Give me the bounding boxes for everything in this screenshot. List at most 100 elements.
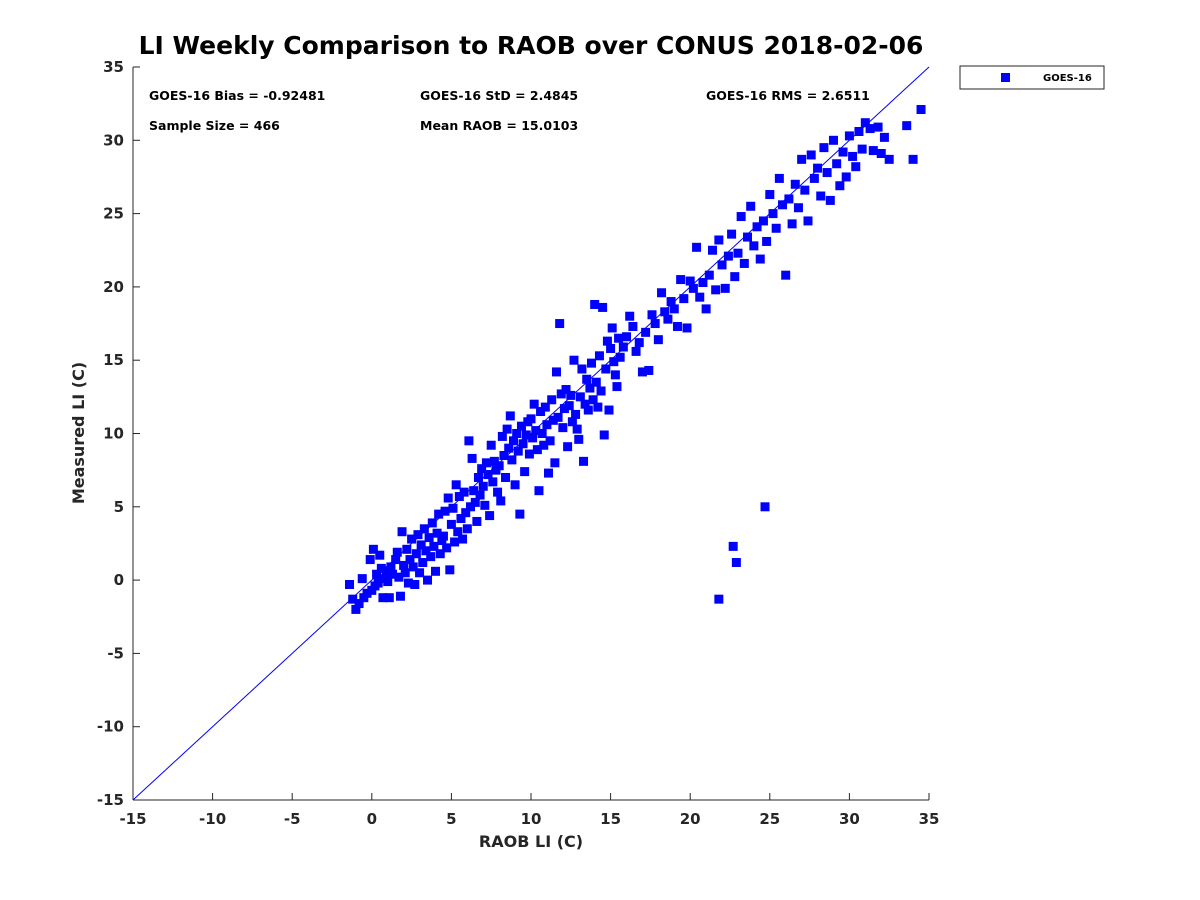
data-point <box>637 367 647 377</box>
data-point <box>464 436 474 446</box>
data-point <box>730 272 740 282</box>
data-point <box>583 405 593 415</box>
data-point <box>553 412 563 422</box>
data-point <box>518 439 528 449</box>
data-point <box>797 154 807 164</box>
x-tick-label: 0 <box>367 810 377 828</box>
data-point <box>790 179 800 189</box>
data-point <box>733 248 743 258</box>
data-point <box>774 173 784 183</box>
data-point <box>510 480 520 490</box>
data-point <box>411 549 421 559</box>
data-point <box>577 364 587 374</box>
data-point <box>876 148 886 158</box>
data-point <box>507 455 517 465</box>
data-point <box>547 395 557 405</box>
data-point <box>473 472 483 482</box>
y-axis-label: Measured LI (C) <box>69 362 88 504</box>
data-point <box>838 147 848 157</box>
data-point <box>902 121 912 131</box>
data-point <box>641 327 651 337</box>
data-point <box>469 486 479 496</box>
data-point <box>803 216 813 226</box>
data-point <box>628 321 638 331</box>
data-point <box>537 429 547 438</box>
data-point <box>529 399 539 409</box>
legend-label-goes16: GOES-16 <box>1043 73 1092 84</box>
data-point <box>381 566 391 576</box>
data-point <box>426 552 436 562</box>
data-point <box>453 527 463 537</box>
data-point <box>771 223 781 233</box>
data-point <box>612 382 622 392</box>
data-point <box>372 569 382 579</box>
data-point <box>440 506 450 516</box>
data-point <box>466 502 476 512</box>
data-point <box>682 323 692 333</box>
x-axis-ticks: -15 -10 -5 0 5 10 15 20 25 30 35 <box>119 793 939 828</box>
y-tick-label: -5 <box>107 644 124 662</box>
data-point <box>854 127 864 137</box>
data-point <box>564 401 574 411</box>
data-point <box>458 534 468 544</box>
data-point <box>598 302 608 312</box>
data-point <box>410 579 420 589</box>
data-point <box>607 323 617 333</box>
data-point <box>434 509 444 519</box>
data-point <box>784 194 794 204</box>
data-point <box>429 541 439 551</box>
data-point <box>413 530 423 540</box>
x-tick-label: -15 <box>119 810 146 828</box>
data-point <box>588 395 598 405</box>
data-point <box>873 122 883 132</box>
data-point <box>481 458 491 468</box>
data-point <box>868 146 878 156</box>
stats-annotations: GOES-16 Bias = -0.92481 GOES-16 StD = 2.… <box>149 88 870 133</box>
data-point <box>526 414 536 424</box>
data-point <box>446 519 456 529</box>
x-tick-label: 25 <box>759 810 780 828</box>
data-point <box>408 562 418 572</box>
data-point <box>644 365 654 375</box>
data-point <box>531 426 541 436</box>
chart-title: LI Weekly Comparison to RAOB over CONUS … <box>139 31 924 60</box>
data-point <box>391 555 401 565</box>
x-tick-label: 20 <box>680 810 701 828</box>
data-point <box>685 276 695 286</box>
data-point <box>403 578 413 588</box>
data-point <box>461 508 471 518</box>
data-point <box>704 270 714 280</box>
data-point <box>728 541 738 551</box>
data-point <box>478 481 488 491</box>
data-point <box>663 314 673 324</box>
data-point <box>692 242 702 252</box>
data-point <box>392 547 402 557</box>
data-point <box>819 143 829 153</box>
data-point <box>749 241 759 251</box>
data-point <box>755 254 765 264</box>
data-point <box>532 445 542 455</box>
y-axis-ticks: -15 -10 -5 0 5 10 15 20 25 30 35 <box>97 58 140 809</box>
data-point <box>585 383 595 393</box>
data-point <box>501 472 511 482</box>
data-point <box>580 399 590 409</box>
data-point <box>582 374 592 384</box>
legend-marker-goes16 <box>1001 73 1010 82</box>
data-point <box>387 569 397 579</box>
data-point <box>551 367 561 377</box>
y-tick-label: 5 <box>114 498 124 516</box>
data-point <box>610 370 620 380</box>
data-point <box>657 288 667 298</box>
data-point <box>480 500 490 510</box>
data-point <box>438 531 448 541</box>
y-tick-label: 20 <box>103 278 124 296</box>
y-tick-label: 10 <box>103 425 124 443</box>
data-point <box>407 534 417 544</box>
data-point <box>544 468 554 478</box>
annotation-std: GOES-16 StD = 2.4845 <box>420 88 578 103</box>
data-point <box>430 566 440 576</box>
data-point <box>908 154 918 164</box>
x-tick-label: 35 <box>919 810 940 828</box>
data-point <box>793 203 803 213</box>
